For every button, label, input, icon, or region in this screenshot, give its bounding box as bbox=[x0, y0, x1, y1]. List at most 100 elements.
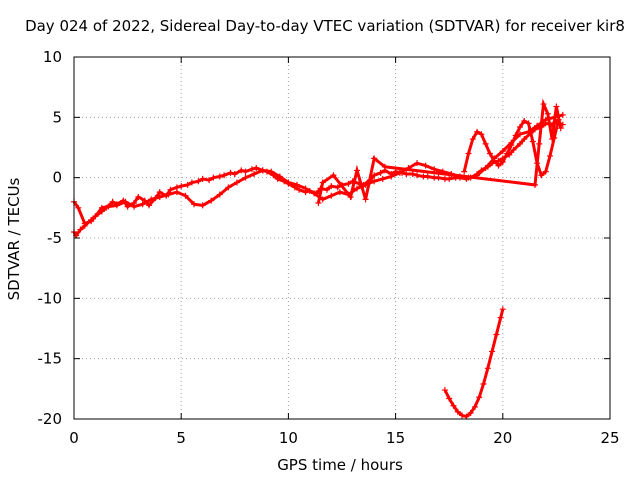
data-point bbox=[424, 173, 431, 180]
data-point bbox=[381, 163, 388, 170]
data-point bbox=[319, 196, 326, 203]
data-point bbox=[474, 128, 481, 135]
data-point bbox=[414, 172, 421, 179]
data-point bbox=[199, 175, 206, 182]
data-point bbox=[484, 365, 491, 372]
data-point bbox=[302, 185, 309, 192]
data-point bbox=[521, 117, 528, 124]
data-point bbox=[156, 193, 163, 200]
y-tick-label: -20 bbox=[38, 410, 63, 428]
chart-title: Day 024 of 2022, Sidereal Day-to-day VTE… bbox=[25, 17, 625, 35]
data-point bbox=[354, 167, 361, 174]
data-point bbox=[540, 101, 547, 108]
data-point bbox=[227, 169, 234, 176]
data-point bbox=[510, 146, 517, 153]
data-point bbox=[493, 331, 500, 338]
data-point bbox=[435, 174, 442, 181]
x-tick-label: 20 bbox=[493, 429, 512, 447]
tick-labels: 0 5 10 15 20 25 -20 -15 -10 -5 0 5 10 bbox=[38, 48, 620, 447]
data-point bbox=[182, 192, 189, 199]
data-point bbox=[354, 185, 361, 192]
data-point bbox=[486, 150, 493, 157]
data-point bbox=[199, 202, 206, 209]
data-point bbox=[371, 155, 378, 162]
data-point bbox=[268, 168, 275, 175]
data-point bbox=[482, 165, 489, 172]
data-point bbox=[476, 394, 483, 401]
data-point bbox=[465, 150, 472, 157]
data-point bbox=[188, 179, 195, 186]
data-point bbox=[482, 140, 489, 147]
data-point bbox=[113, 202, 120, 209]
x-tick-label: 15 bbox=[386, 429, 405, 447]
data-point bbox=[221, 172, 228, 179]
data-point bbox=[328, 192, 335, 199]
data-point bbox=[504, 150, 511, 157]
data-point bbox=[549, 136, 556, 143]
series-trace bbox=[72, 113, 564, 226]
data-point bbox=[499, 306, 506, 313]
data-point bbox=[146, 202, 153, 209]
data-point bbox=[409, 171, 416, 178]
data-point bbox=[497, 314, 504, 321]
data-point bbox=[336, 189, 343, 196]
data-point bbox=[122, 198, 129, 205]
data-point bbox=[345, 180, 352, 187]
data-point bbox=[208, 197, 215, 204]
data-point bbox=[319, 179, 326, 186]
data-point bbox=[105, 203, 112, 210]
data-point bbox=[422, 162, 429, 169]
data-point bbox=[388, 173, 395, 180]
data-point bbox=[403, 171, 410, 178]
data-point bbox=[276, 173, 283, 180]
data-point bbox=[521, 136, 528, 143]
data-point bbox=[480, 381, 487, 388]
data-point bbox=[516, 140, 523, 147]
data-point bbox=[534, 122, 541, 129]
series-trace bbox=[443, 308, 505, 419]
data-point bbox=[216, 173, 223, 180]
data-point bbox=[231, 171, 238, 178]
data-point bbox=[242, 174, 249, 181]
x-tick-label: 0 bbox=[69, 429, 79, 447]
data-point bbox=[195, 178, 202, 185]
data-point bbox=[328, 183, 335, 190]
data-point bbox=[469, 136, 476, 143]
data-point bbox=[499, 148, 506, 155]
data-point bbox=[206, 177, 213, 184]
data-point bbox=[512, 132, 519, 139]
data-point bbox=[467, 409, 474, 416]
data-point bbox=[238, 167, 245, 174]
data-point bbox=[538, 172, 545, 179]
data-point bbox=[81, 220, 88, 227]
data-point bbox=[396, 169, 403, 176]
data-point bbox=[454, 408, 461, 415]
data-point bbox=[259, 167, 266, 174]
data-point bbox=[371, 178, 378, 185]
data-point bbox=[377, 169, 384, 176]
data-point bbox=[216, 191, 223, 198]
y-tick-label: -10 bbox=[38, 289, 63, 307]
x-tick-label: 10 bbox=[279, 429, 298, 447]
data-point bbox=[546, 152, 553, 159]
y-tick-label: 10 bbox=[43, 48, 62, 66]
data-point bbox=[184, 181, 191, 188]
grid-lines bbox=[74, 57, 610, 419]
data-point bbox=[459, 412, 466, 419]
data-point bbox=[446, 175, 453, 182]
x-tick-label: 5 bbox=[176, 429, 186, 447]
data-point bbox=[167, 186, 174, 193]
x-axis-label: GPS time / hours bbox=[277, 456, 403, 474]
data-point bbox=[508, 142, 515, 149]
series-loop-track bbox=[461, 116, 562, 179]
data-point bbox=[362, 196, 369, 203]
data-point bbox=[557, 125, 564, 132]
data-point bbox=[499, 158, 506, 165]
data-point bbox=[461, 168, 468, 175]
series-dip-curve bbox=[441, 306, 506, 420]
y-tick-label: 0 bbox=[52, 169, 62, 187]
data-point bbox=[92, 213, 99, 220]
data-point bbox=[516, 123, 523, 130]
series-scatter-spikes bbox=[315, 98, 564, 207]
data-point bbox=[323, 186, 330, 193]
